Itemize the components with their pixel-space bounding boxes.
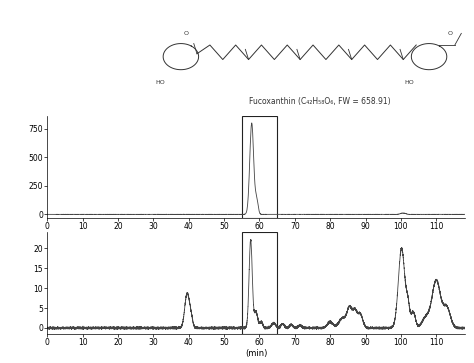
Text: O: O xyxy=(447,31,453,36)
Text: (a): (a) xyxy=(239,250,252,260)
Text: HO: HO xyxy=(155,80,165,85)
Bar xyxy=(242,116,277,218)
Bar xyxy=(242,232,277,334)
Text: O: O xyxy=(183,31,188,36)
X-axis label: (min): (min) xyxy=(245,232,267,241)
Text: Fucoxanthin (C₄₂H₅₈O₆, FW = 658.91): Fucoxanthin (C₄₂H₅₈O₆, FW = 658.91) xyxy=(249,97,390,106)
Text: HO: HO xyxy=(405,80,415,85)
X-axis label: (min): (min) xyxy=(245,348,267,358)
